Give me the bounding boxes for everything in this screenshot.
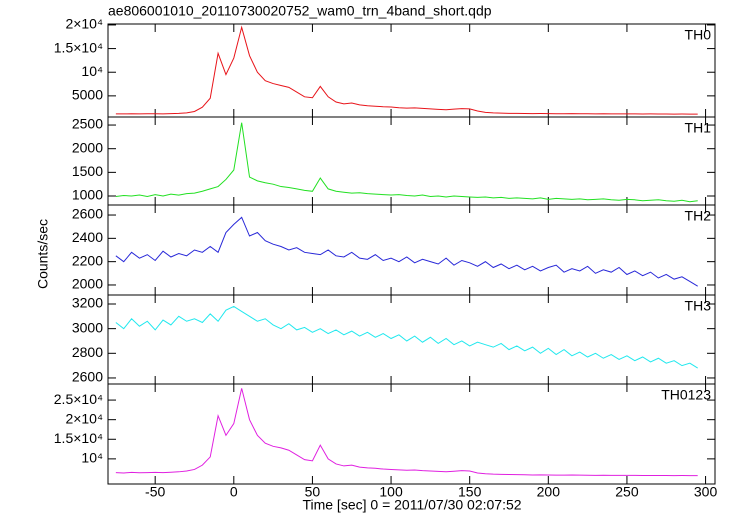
y-tick-label: 1500 <box>72 163 103 179</box>
series-label: TH3 <box>685 298 712 314</box>
x-tick-label: 300 <box>694 484 718 500</box>
data-line <box>115 305 698 369</box>
y-tick-label: 2200 <box>72 252 103 268</box>
y-tick-label: 2000 <box>72 139 103 155</box>
y-tick-label: 3200 <box>72 295 103 311</box>
x-tick-label: -50 <box>145 484 165 500</box>
chart-title: ae806001010_20110730020752_wam0_trn_4ban… <box>108 3 492 19</box>
data-line <box>115 25 698 115</box>
y-tick-label: 2800 <box>72 344 103 360</box>
y-tick-label: 2000 <box>72 276 103 292</box>
data-line <box>115 388 698 477</box>
y-tick-label: 1.5×10⁴ <box>54 39 103 55</box>
y-tick-label: 2×10⁴ <box>65 16 103 32</box>
x-axis-label: Time [sec] 0 = 2011/07/30 02:07:52 <box>302 497 521 513</box>
y-tick-label: 10⁴ <box>81 63 103 79</box>
x-tick-label: 0 <box>230 484 238 500</box>
x-tick-label: 250 <box>615 484 639 500</box>
panel-frame <box>107 204 716 296</box>
y-tick-label: 5000 <box>72 87 103 103</box>
y-axis-label: Counts/sec <box>35 219 51 289</box>
data-line <box>115 216 698 287</box>
panel-frame <box>107 383 716 485</box>
x-tick-label: 200 <box>537 484 561 500</box>
y-tick-label: 10⁴ <box>81 450 103 466</box>
x-tick-label: 150 <box>458 484 482 500</box>
y-tick-label: 1000 <box>72 187 103 203</box>
series-label: TH0 <box>685 27 712 43</box>
y-tick-label: 1.5×10⁴ <box>54 430 103 446</box>
y-tick-label: 2600 <box>72 369 103 385</box>
y-tick-label: 2600 <box>72 206 103 222</box>
x-tick-label: 100 <box>379 484 403 500</box>
y-tick-label: 2400 <box>72 229 103 245</box>
series-label: TH2 <box>685 208 712 224</box>
x-tick-label: 50 <box>305 484 321 500</box>
data-line <box>115 122 698 203</box>
series-label: TH1 <box>685 120 712 136</box>
panel-frame <box>107 294 716 385</box>
y-tick-label: 2×10⁴ <box>65 410 103 426</box>
y-tick-label: 2.5×10⁴ <box>54 391 103 407</box>
y-tick-label: 3000 <box>72 319 103 335</box>
y-tick-label: 2500 <box>72 116 103 132</box>
panel-frame <box>107 23 716 118</box>
series-label: TH0123 <box>661 387 711 403</box>
